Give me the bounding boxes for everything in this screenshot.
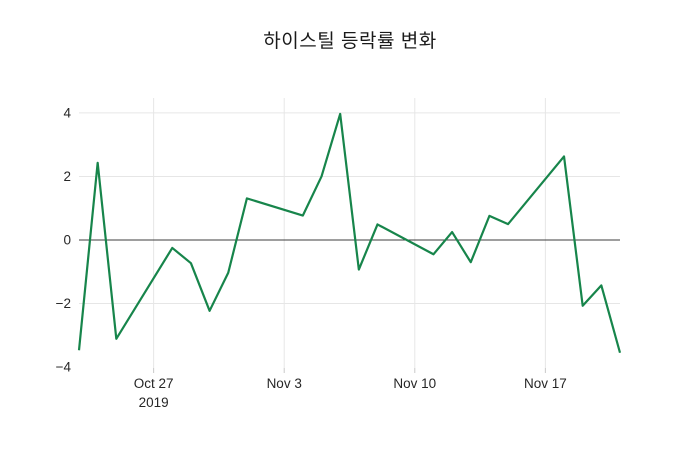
x-tick-label: Nov 3 bbox=[267, 376, 302, 391]
chart-title: 하이스틸 등락률 변화 bbox=[263, 31, 437, 52]
y-tick-label: −4 bbox=[56, 360, 72, 375]
x-tick-sublabel: 2019 bbox=[139, 395, 169, 410]
y-tick-label: 0 bbox=[63, 232, 71, 247]
series-line bbox=[77, 112, 622, 354]
y-tick-label: −2 bbox=[56, 296, 71, 311]
x-tick-label: Nov 10 bbox=[393, 376, 436, 391]
y-tick-label: 2 bbox=[63, 169, 71, 184]
y-tick-label: 4 bbox=[63, 105, 71, 120]
x-tick-label: Oct 27 bbox=[134, 376, 174, 391]
x-tick-label: Nov 17 bbox=[524, 376, 567, 391]
